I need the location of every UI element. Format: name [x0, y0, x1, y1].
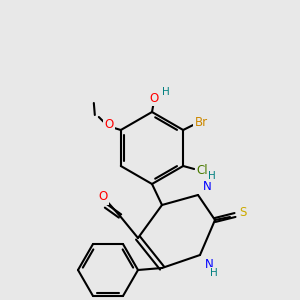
Text: O: O: [104, 118, 113, 131]
Text: H: H: [162, 87, 170, 97]
Text: N: N: [203, 179, 212, 193]
Text: O: O: [98, 190, 108, 203]
Text: Cl: Cl: [196, 164, 208, 178]
Text: O: O: [149, 92, 159, 104]
Text: H: H: [210, 268, 218, 278]
Text: H: H: [208, 171, 216, 181]
Text: N: N: [205, 259, 214, 272]
Text: Br: Br: [195, 116, 208, 128]
Text: S: S: [239, 206, 247, 218]
